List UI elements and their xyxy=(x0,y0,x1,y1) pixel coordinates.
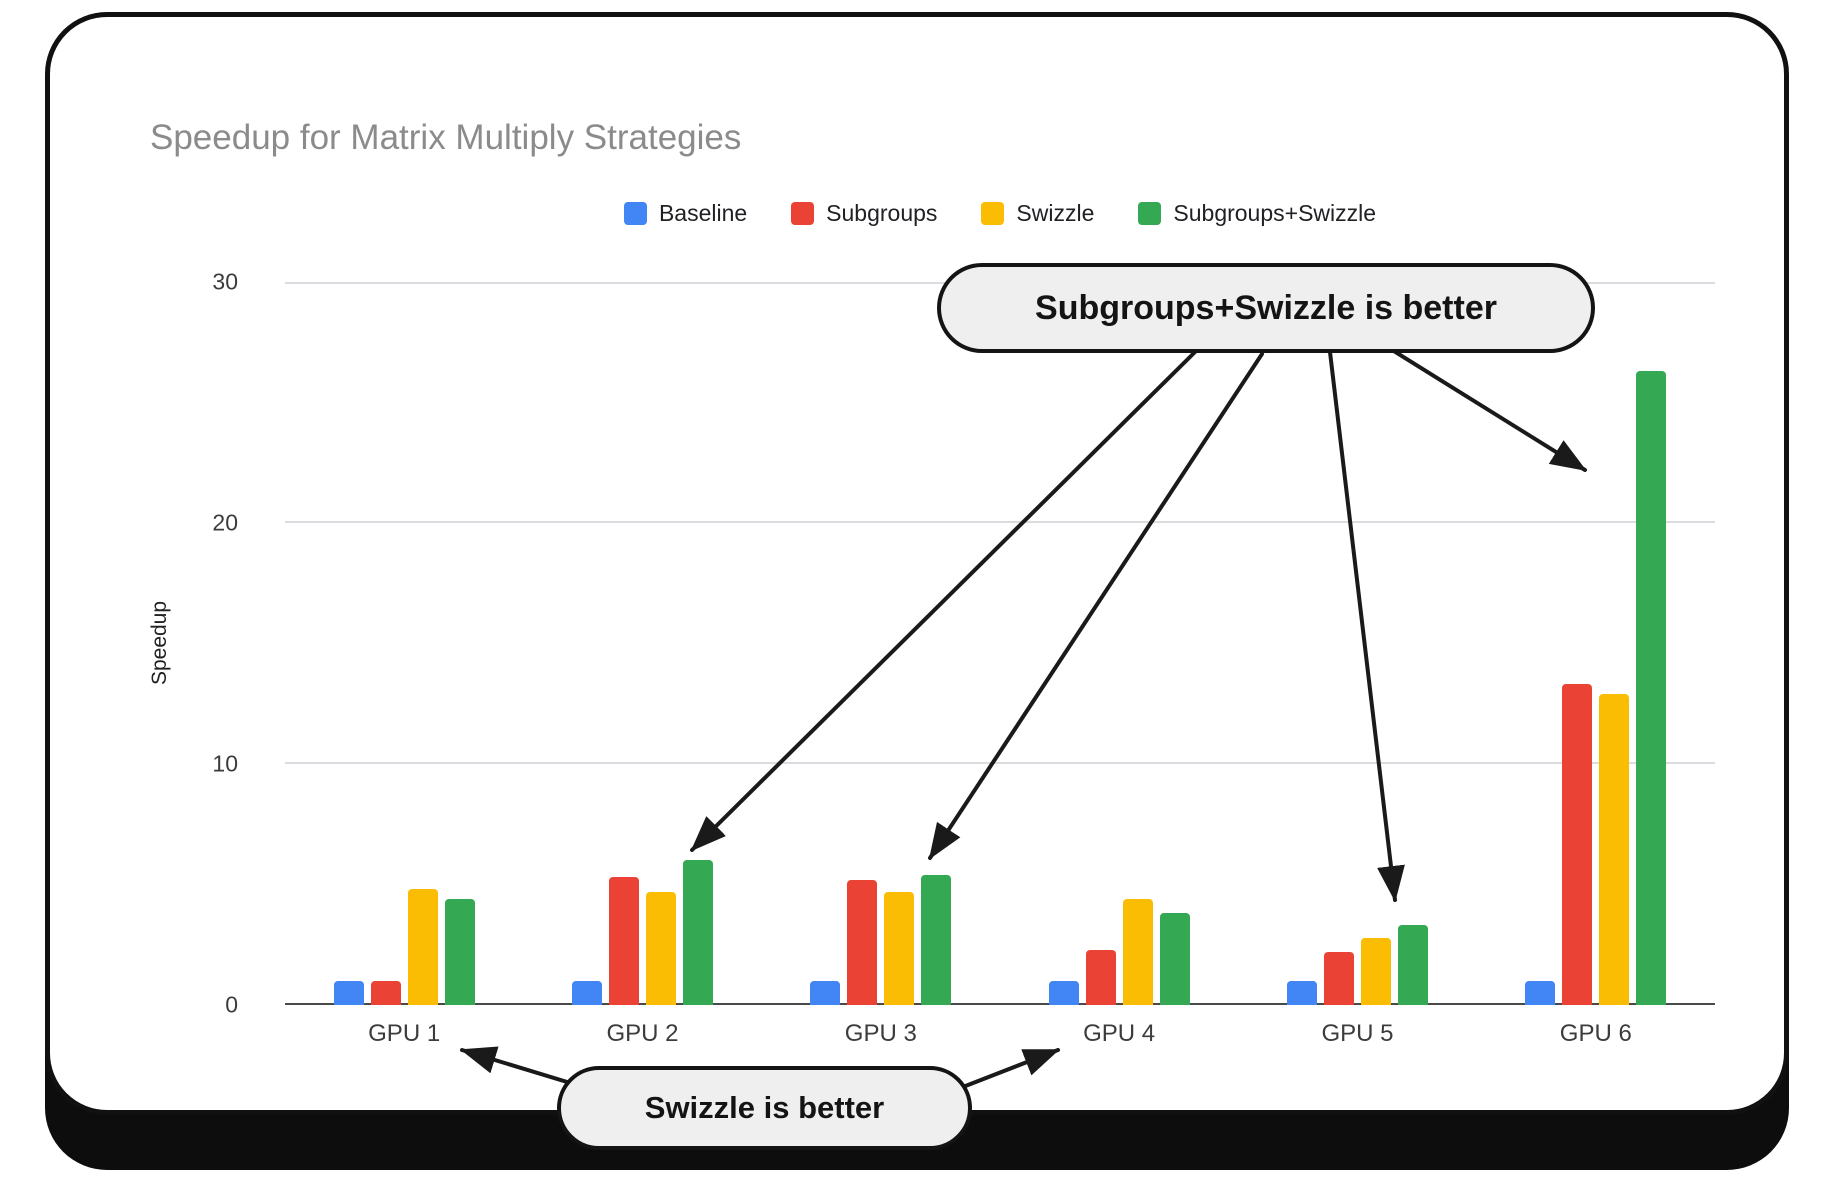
legend-label: Subgroups+Swizzle xyxy=(1173,200,1377,226)
y-tick-label: 30 xyxy=(212,268,238,295)
bar-subgroups-gpu-2 xyxy=(608,877,639,1005)
bar-baseline-gpu-5 xyxy=(1286,980,1317,1005)
legend-swatch-subgroups-swizzle xyxy=(1138,202,1162,225)
y-tick-label: 20 xyxy=(212,509,238,536)
legend-item-subgroups: Subgroups xyxy=(791,200,937,227)
plot-area xyxy=(285,282,1715,1005)
bar-groups xyxy=(285,282,1715,1005)
legend-swatch-subgroups xyxy=(791,202,815,225)
x-axis-label-gpu-5: GPU 5 xyxy=(1321,1020,1394,1047)
bar-subgroups-swizzle-gpu-5 xyxy=(1397,925,1428,1005)
chart-legend: Baseline Subgroups Swizzle Subgroups+Swizzl… xyxy=(285,200,1715,227)
legend-item-subgroups-swizzle: Subgroups+Swizzle xyxy=(1138,200,1376,227)
x-axis-label-gpu-4: GPU 4 xyxy=(1083,1020,1156,1047)
bar-subgroups-gpu-3 xyxy=(847,879,878,1005)
bar-baseline-gpu-6 xyxy=(1525,980,1556,1005)
callout-label: Swizzle is better xyxy=(644,1090,885,1125)
bar-subgroups-swizzle-gpu-6 xyxy=(1636,371,1667,1005)
bar-group-gpu-4 xyxy=(1000,282,1238,1005)
legend-swatch-swizzle xyxy=(981,202,1005,225)
legend-label: Swizzle xyxy=(1016,200,1095,226)
x-axis-labels: GPU 1 GPU 2 GPU 3 GPU 4 GPU 5 GPU 6 xyxy=(285,1020,1715,1048)
legend-item-baseline: Baseline xyxy=(623,200,748,227)
legend-item-swizzle: Swizzle xyxy=(981,200,1094,227)
bar-baseline-gpu-3 xyxy=(810,980,841,1005)
x-axis-label-gpu-6: GPU 6 xyxy=(1559,1020,1632,1047)
bar-group-gpu-3 xyxy=(762,282,1000,1005)
callout-label: Subgroups+Swizzle is better xyxy=(1035,288,1497,327)
bar-baseline-gpu-2 xyxy=(571,980,602,1005)
bar-subgroups-gpu-6 xyxy=(1562,684,1593,1005)
bar-swizzle-gpu-2 xyxy=(645,891,676,1005)
x-axis-label-gpu-2: GPU 2 xyxy=(606,1020,679,1047)
legend-swatch-baseline xyxy=(623,202,647,225)
bar-subgroups-gpu-1 xyxy=(370,980,401,1005)
bar-swizzle-gpu-1 xyxy=(407,889,438,1005)
bar-group-gpu-5 xyxy=(1238,282,1476,1005)
bar-baseline-gpu-1 xyxy=(333,980,364,1005)
bar-subgroups-gpu-4 xyxy=(1085,949,1116,1005)
bar-subgroups-gpu-5 xyxy=(1323,951,1354,1005)
y-tick-label: 10 xyxy=(212,750,238,777)
bar-group-gpu-2 xyxy=(523,282,761,1005)
bar-swizzle-gpu-5 xyxy=(1360,937,1391,1005)
bar-subgroups-swizzle-gpu-3 xyxy=(921,874,952,1005)
legend-label: Subgroups xyxy=(826,200,938,226)
bar-swizzle-gpu-4 xyxy=(1122,898,1153,1005)
legend-label: Baseline xyxy=(658,200,748,226)
bar-baseline-gpu-4 xyxy=(1048,980,1079,1005)
bar-group-gpu-1 xyxy=(285,282,523,1005)
bar-subgroups-swizzle-gpu-4 xyxy=(1159,913,1190,1005)
bar-subgroups-swizzle-gpu-1 xyxy=(444,898,475,1005)
x-axis-label-gpu-1: GPU 1 xyxy=(368,1020,441,1047)
bar-swizzle-gpu-6 xyxy=(1599,694,1630,1005)
x-axis-label-gpu-3: GPU 3 xyxy=(844,1020,917,1047)
y-tick-label: 0 xyxy=(225,991,238,1018)
callout-subgroups-swizzle-better: Subgroups+Swizzle is better xyxy=(937,263,1595,353)
callout-swizzle-better: Swizzle is better xyxy=(557,1066,972,1150)
bar-swizzle-gpu-3 xyxy=(884,891,915,1005)
bar-subgroups-swizzle-gpu-2 xyxy=(682,860,713,1005)
y-axis-ticks: 0 10 20 30 xyxy=(165,269,260,1018)
chart-title: Speedup for Matrix Multiply Strategies xyxy=(150,118,742,157)
bar-group-gpu-6 xyxy=(1477,282,1715,1005)
x-axis-line xyxy=(285,1003,1715,1005)
